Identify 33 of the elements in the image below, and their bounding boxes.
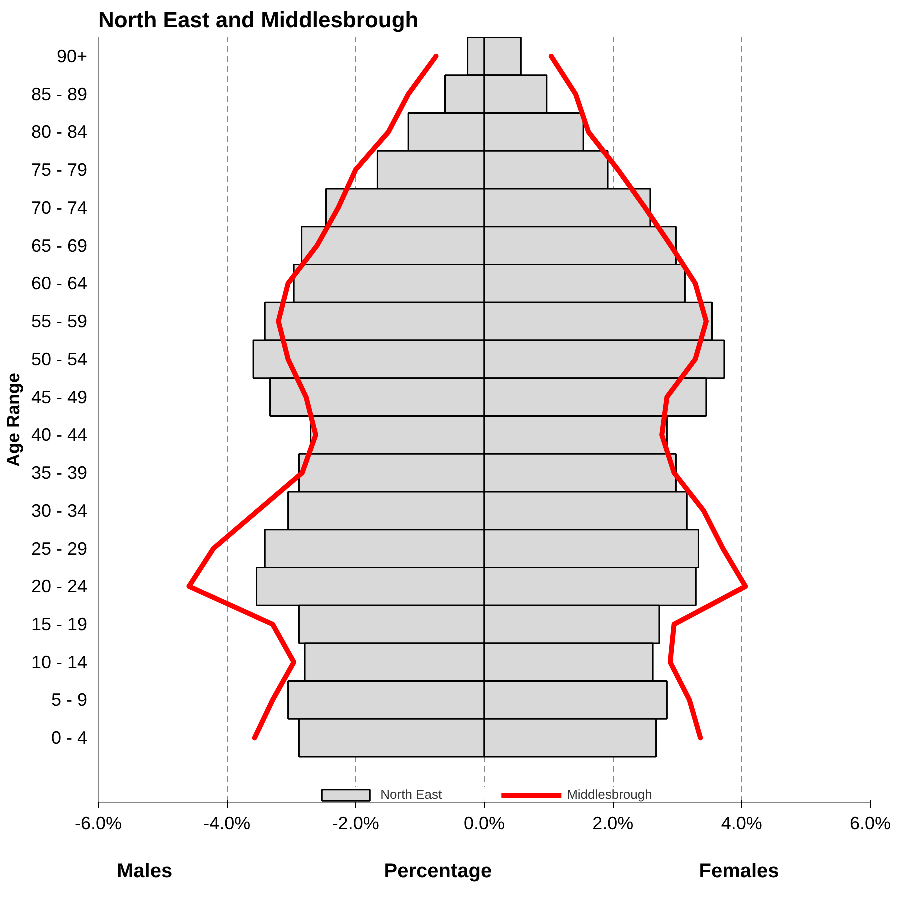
y-tick-label: 50 - 54: [31, 349, 88, 370]
legend-label: Middlesbrough: [567, 787, 652, 802]
y-tick-label: 60 - 64: [31, 274, 88, 294]
y-tick-label: 45 - 49: [31, 387, 88, 408]
y-axis-title: Age Range: [3, 372, 24, 468]
y-tick-label: 90+: [56, 46, 88, 66]
y-tick-label: 25 - 29: [31, 538, 88, 559]
y-tick-label: 55 - 59: [31, 312, 88, 332]
x-tick-label: -4.0%: [204, 814, 251, 834]
x-axis-title: Percentage: [384, 860, 492, 882]
y-tick-label: 80 - 84: [31, 122, 88, 142]
y-tick-label: 0 - 4: [51, 728, 88, 748]
y-tick-label: 10 - 14: [31, 652, 88, 672]
x-tick-label: 4.0%: [721, 814, 762, 834]
x-tick-label: 6.0%: [850, 814, 892, 834]
y-tick-label: 70 - 74: [31, 198, 88, 218]
y-tick-label: 65 - 69: [31, 236, 88, 256]
y-tick-label: 15 - 19: [31, 614, 88, 635]
x-tick-label: -2.0%: [332, 814, 380, 834]
text: Females: [699, 860, 780, 882]
y-tick-label: 5 - 9: [51, 690, 88, 710]
y-tick-label: 75 - 79: [31, 160, 88, 180]
y-tick-label: 20 - 24: [31, 576, 88, 597]
x-tick-label: 0.0%: [464, 814, 506, 834]
y-tick-label: 85 - 89: [31, 84, 88, 104]
chart-title: North East and Middlesbrough: [98, 8, 419, 32]
y-tick-label: 35 - 39: [31, 463, 88, 484]
y-tick-label: 30 - 34: [31, 500, 88, 521]
x-tick-label: -6.0%: [74, 814, 122, 834]
legend-label: North East: [380, 787, 442, 802]
y-tick-label: 40 - 44: [31, 425, 88, 446]
x-tick-label: 2.0%: [592, 814, 634, 834]
text: Males: [117, 860, 173, 882]
